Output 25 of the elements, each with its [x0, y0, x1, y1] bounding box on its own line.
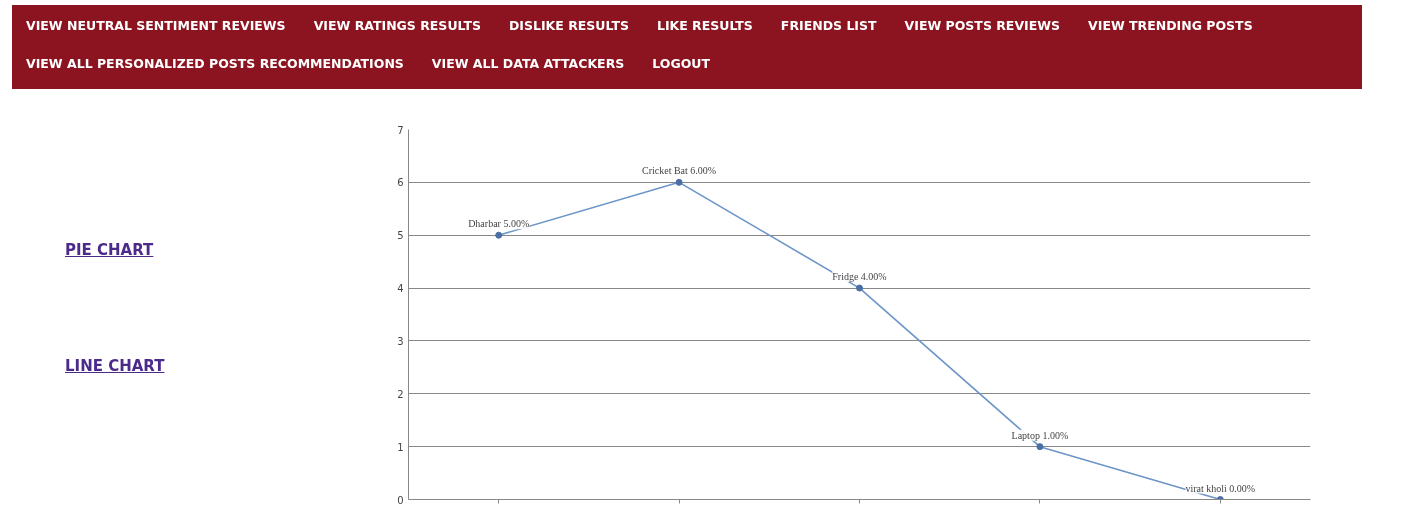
text: LIKE RESULTS: [655, 17, 754, 35]
text: VIEW ALL DATA ATTACKERS: [430, 54, 626, 73]
y-tick-label: 4: [397, 283, 404, 295]
text: VIEW ALL PERSONALIZED POSTS RECOMMENDATIONS: [25, 54, 405, 73]
y-tick-label: 0: [397, 494, 404, 506]
text: VIEW TRENDING POSTS: [1087, 17, 1254, 35]
y-tick-label: 3: [397, 335, 404, 347]
text: VIEW RATINGS RESULTS: [312, 17, 482, 35]
text: LINE CHART: [65, 356, 165, 378]
y-tick-label: 7: [397, 124, 404, 136]
text: VIEW POSTS REVIEWS: [903, 17, 1062, 35]
text: VIEW NEUTRAL SENTIMENT REVIEWS: [25, 17, 287, 35]
text: Cricket Bat 6.00%: [642, 165, 717, 177]
text: DISLIKE RESULTS: [507, 17, 630, 35]
text: Dharbar 5.00%: [468, 218, 530, 230]
text: FRIENDS LIST: [779, 17, 878, 35]
text: LOGOUT: [651, 54, 711, 73]
text: PIE CHART: [65, 240, 155, 261]
text: Fridge 4.00%: [832, 271, 887, 283]
y-tick-label: 1: [397, 441, 404, 453]
y-tick-label: 6: [397, 177, 404, 189]
text: Laptop 1.00%: [1011, 429, 1069, 441]
text: virat kholi 0.00%: [1185, 482, 1256, 494]
y-tick-label: 2: [397, 388, 404, 400]
y-tick-label: 5: [397, 230, 404, 242]
